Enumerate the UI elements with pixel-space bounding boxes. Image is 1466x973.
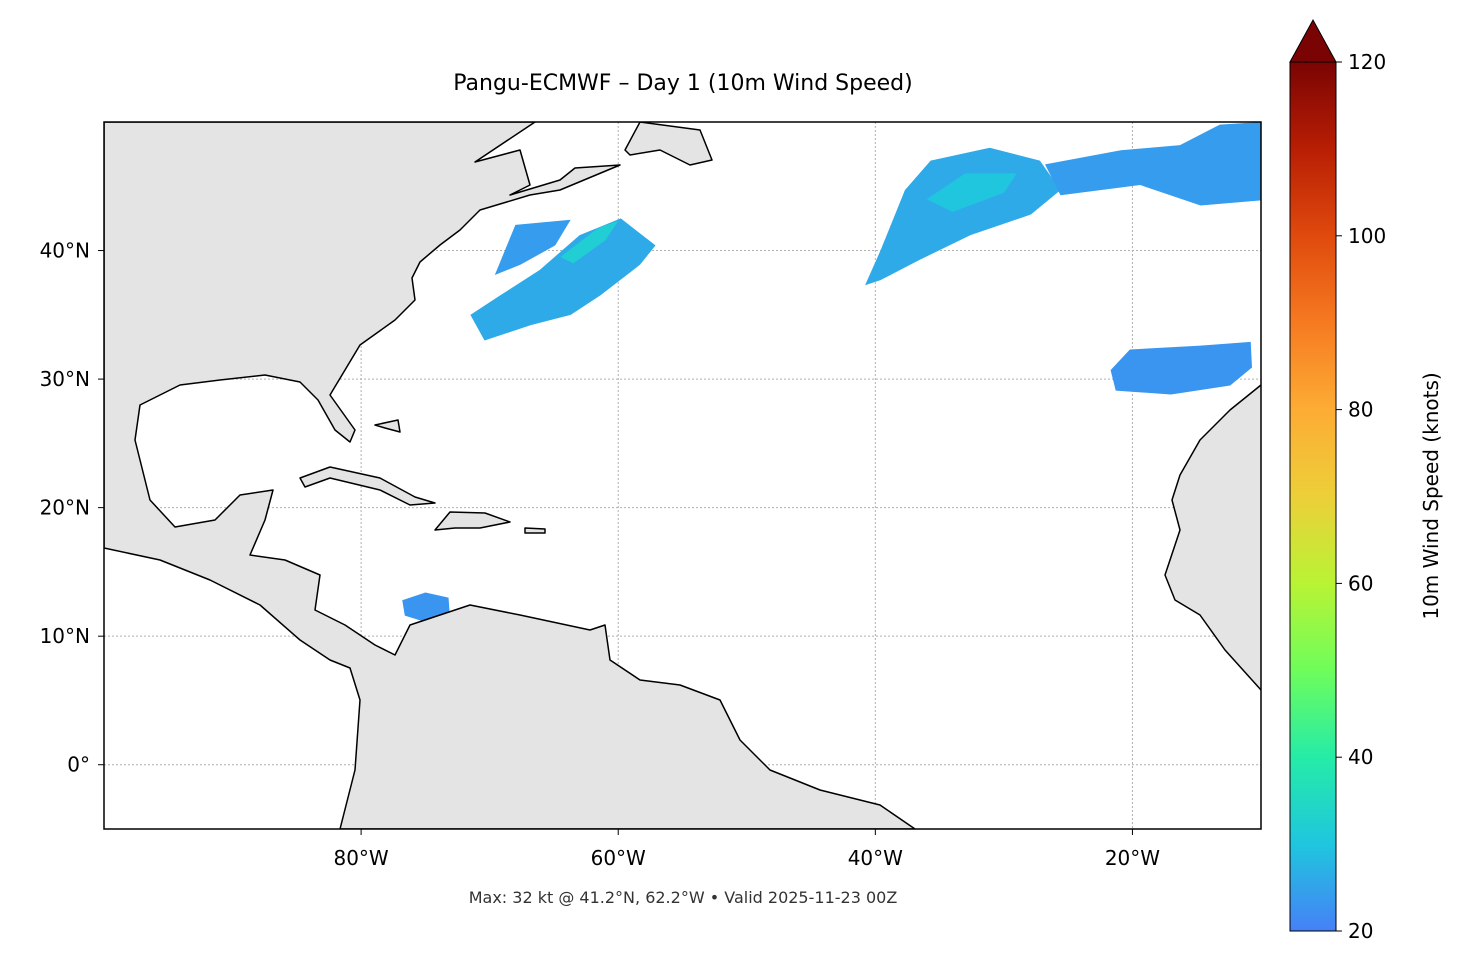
colorbar-tick-label: 120 [1348, 50, 1386, 74]
wind-area [560, 220, 619, 264]
colorbar-tick-label: 60 [1348, 571, 1373, 595]
colorbar: 10m Wind Speed (knots) 20 40 60 80 100 120 [1289, 18, 1443, 943]
axes: 80°W 60°W 40°W 20°W 0° 10°N 20°N 30°N 40°N [40, 239, 1161, 870]
map [104, 122, 1261, 829]
map-frame [103, 121, 1262, 830]
x-tick-label: 20°W [1105, 846, 1160, 870]
bahamas [374, 419, 401, 433]
colorbar-tick-label: 80 [1348, 398, 1373, 422]
x-tick-label: 60°W [591, 846, 646, 870]
y-tick-label: 10°N [40, 624, 90, 648]
colorbar-tick-label: 40 [1348, 745, 1373, 769]
wind-area [494, 219, 571, 275]
x-tick-label: 40°W [848, 846, 903, 870]
newfoundland [624, 122, 713, 166]
y-tick-label: 30°N [40, 367, 90, 391]
wind-area [926, 173, 1017, 212]
y-tick-label: 0° [67, 753, 90, 777]
x-tick-label: 80°W [333, 846, 388, 870]
puerto-rico [524, 527, 546, 534]
colorbar-bar [1289, 61, 1337, 932]
wind-area [1110, 341, 1253, 395]
footer: Max: 32 kt @ 41.2°N, 62.2°W • Valid 2025… [469, 888, 898, 907]
colorbar-label: 10m Wind Speed (knots) [1419, 372, 1443, 619]
y-tick-label: 20°N [40, 496, 90, 520]
colorbar-tick-label: 20 [1348, 919, 1373, 943]
colorbar-tick-label: 100 [1348, 224, 1386, 248]
americas [104, 122, 916, 829]
chart-title: Pangu-ECMWF – Day 1 (10m Wind Speed) [453, 71, 912, 96]
hispaniola [434, 511, 511, 531]
y-tick-label: 40°N [40, 239, 90, 263]
wind-area [402, 592, 450, 623]
colorbar-extension [1289, 18, 1337, 63]
wind-field [402, 122, 1261, 623]
wind-area [865, 147, 1061, 286]
wind-area [1045, 122, 1261, 206]
wind-area [470, 218, 656, 341]
africa [1164, 384, 1261, 691]
cuba [299, 466, 436, 506]
